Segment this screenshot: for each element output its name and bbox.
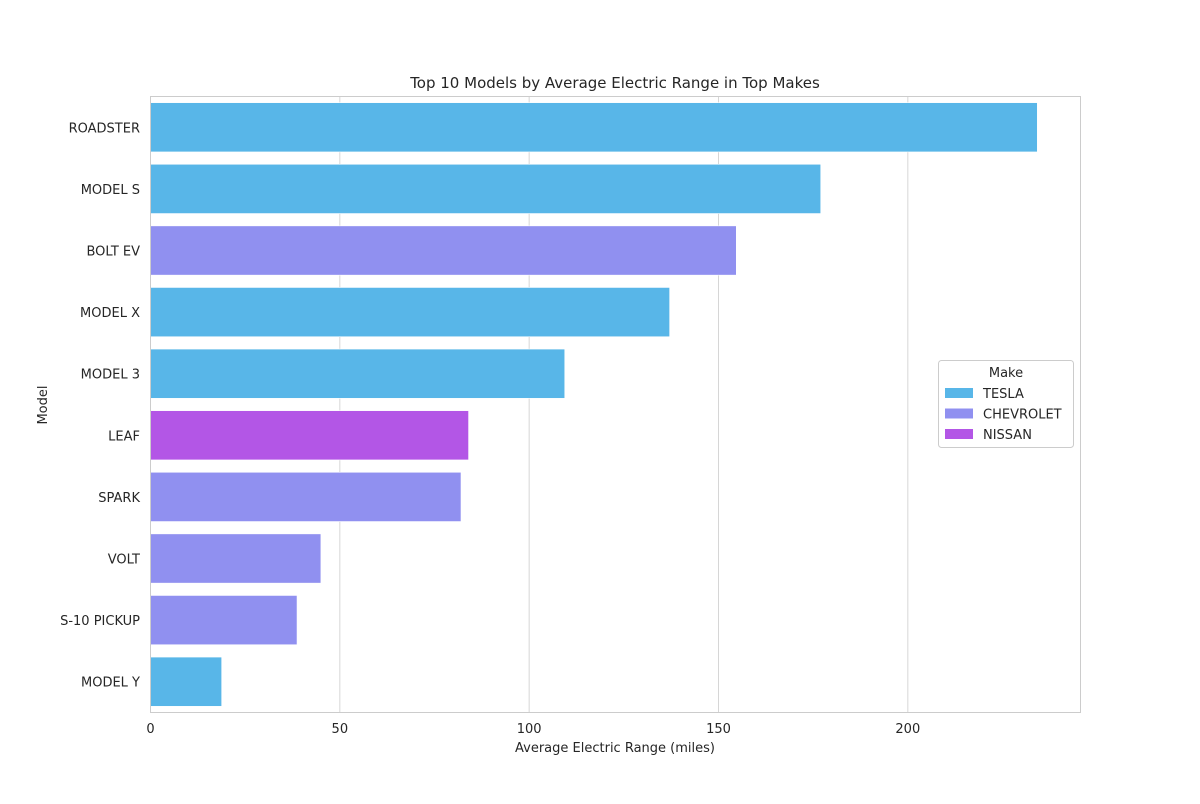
bar-model-3 [150,348,566,399]
x-tick-label: 50 [332,722,349,737]
y-tick-label: S-10 PICKUP [60,614,140,629]
bar-model-s [150,163,822,214]
legend-label: TESLA [982,387,1024,402]
bar-roadster [150,102,1038,153]
x-tick-label: 150 [706,722,731,737]
y-tick-label: SPARK [98,491,140,506]
x-tick-label: 0 [146,722,154,737]
bar-model-y [150,656,222,707]
legend-swatch [945,388,973,398]
y-axis-label: Model [36,385,51,424]
legend-title: Make [989,366,1023,381]
legend-label: NISSAN [983,428,1032,443]
x-tick-label: 200 [895,722,920,737]
y-tick-label: MODEL X [80,306,140,321]
x-axis-label: Average Electric Range (miles) [515,741,715,756]
x-tick-label: 100 [517,722,542,737]
y-tick-label: VOLT [108,553,140,568]
y-tick-label: MODEL S [81,183,140,198]
chart-title: Top 10 Models by Average Electric Range … [409,74,820,92]
bar-leaf [150,410,469,461]
y-tick-label: ROADSTER [69,121,140,136]
bar-spark [150,471,462,522]
y-tick-label: LEAF [108,429,140,444]
y-tick-label: BOLT EV [86,245,140,260]
bar-s-10-pickup [150,595,298,646]
legend: Make TESLA CHEVROLET NISSAN [938,360,1074,448]
bar-model-x [150,287,670,338]
y-tick-labels: ROADSTER MODEL S BOLT EV MODEL X MODEL 3 LEAF… [60,121,140,690]
legend-swatch [945,408,973,419]
y-tick-label: MODEL 3 [81,368,140,383]
legend-entries: TESLA CHEVROLET NISSAN [945,387,1062,443]
bars [150,102,1038,707]
bar-volt [150,533,322,584]
legend-swatch [945,429,973,439]
legend-label: CHEVROLET [983,408,1062,423]
bar-bolt-ev [150,225,737,276]
y-tick-label: MODEL Y [81,676,140,691]
plot-frame [150,96,1081,713]
legend-frame [938,360,1074,448]
x-tick-labels: 0 50 100 150 200 [146,722,920,737]
